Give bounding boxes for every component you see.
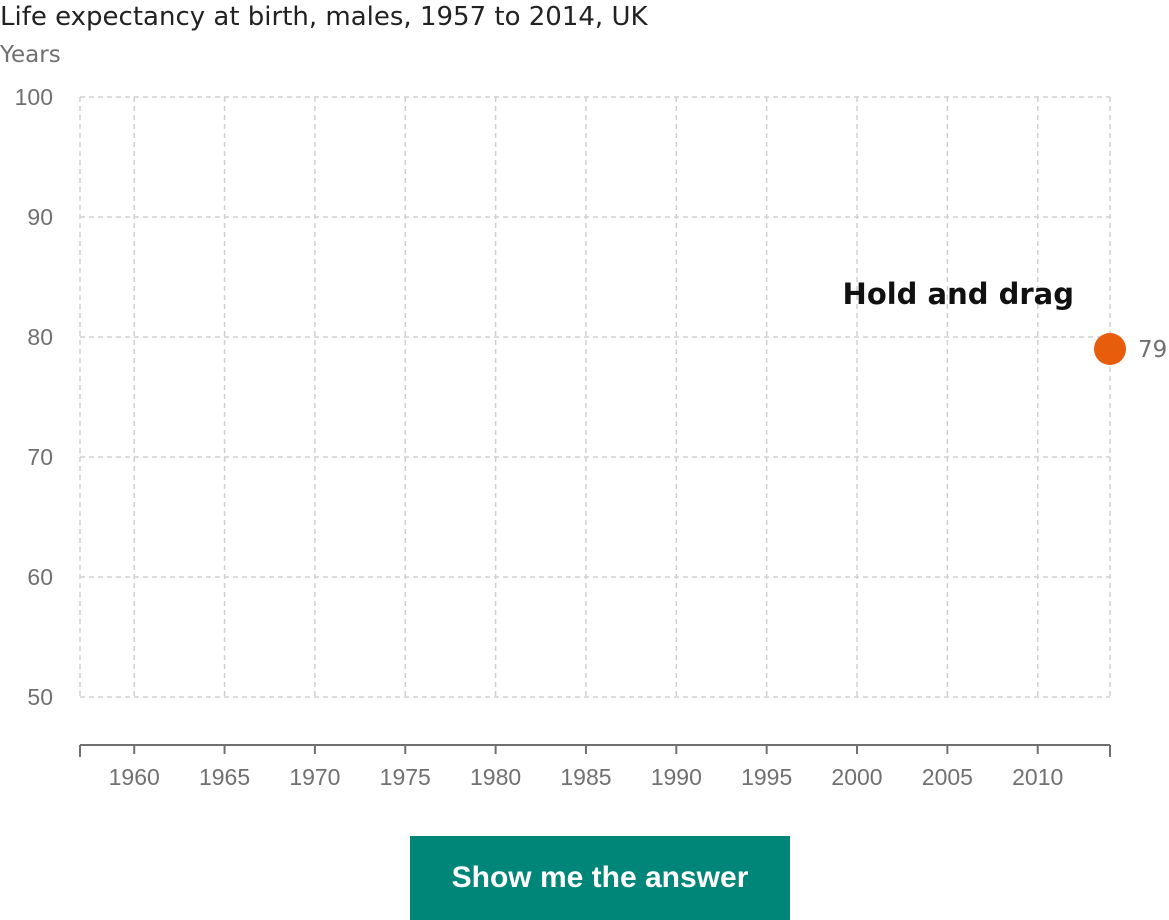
x-tick-label-1980: 1980 <box>470 764 521 790</box>
x-tick-label-1990: 1990 <box>651 764 702 790</box>
drag-handle-point[interactable] <box>1094 333 1126 365</box>
x-tick-label-1975: 1975 <box>380 764 431 790</box>
y-axis-ticks: 50 60 70 80 90 100 <box>15 84 53 710</box>
chart-title: Life expectancy at birth, males, 1957 to… <box>0 2 648 32</box>
x-tick-label-2010: 2010 <box>1012 764 1063 790</box>
y-tick-label-90: 90 <box>27 204 53 230</box>
data-points[interactable]: 79 <box>1094 333 1167 365</box>
x-axis-ticks: 1960 1965 1970 1975 1980 1985 1990 1995 2000 2005… <box>109 745 1063 790</box>
point-value-label: 79 <box>1138 337 1167 363</box>
x-axis <box>79 744 1111 757</box>
y-axis-unit-label: Years <box>0 42 61 68</box>
x-tick-label-1985: 1985 <box>560 764 611 790</box>
x-tick-label-1960: 1960 <box>109 764 160 790</box>
x-tick-label-1995: 1995 <box>741 764 792 790</box>
x-tick-label-2000: 2000 <box>831 764 882 790</box>
drag-hint-label: Hold and drag <box>843 277 1074 311</box>
show-answer-button[interactable]: Show me the answer <box>410 836 790 920</box>
y-tick-label-60: 60 <box>27 564 53 590</box>
y-tick-label-100: 100 <box>15 84 53 110</box>
x-tick-label-1970: 1970 <box>289 764 340 790</box>
y-tick-label-50: 50 <box>27 684 53 710</box>
y-tick-label-70: 70 <box>27 444 53 470</box>
x-tick-label-2005: 2005 <box>922 764 973 790</box>
x-tick-label-1965: 1965 <box>199 764 250 790</box>
y-tick-label-80: 80 <box>27 324 53 350</box>
gridlines <box>79 96 1111 698</box>
